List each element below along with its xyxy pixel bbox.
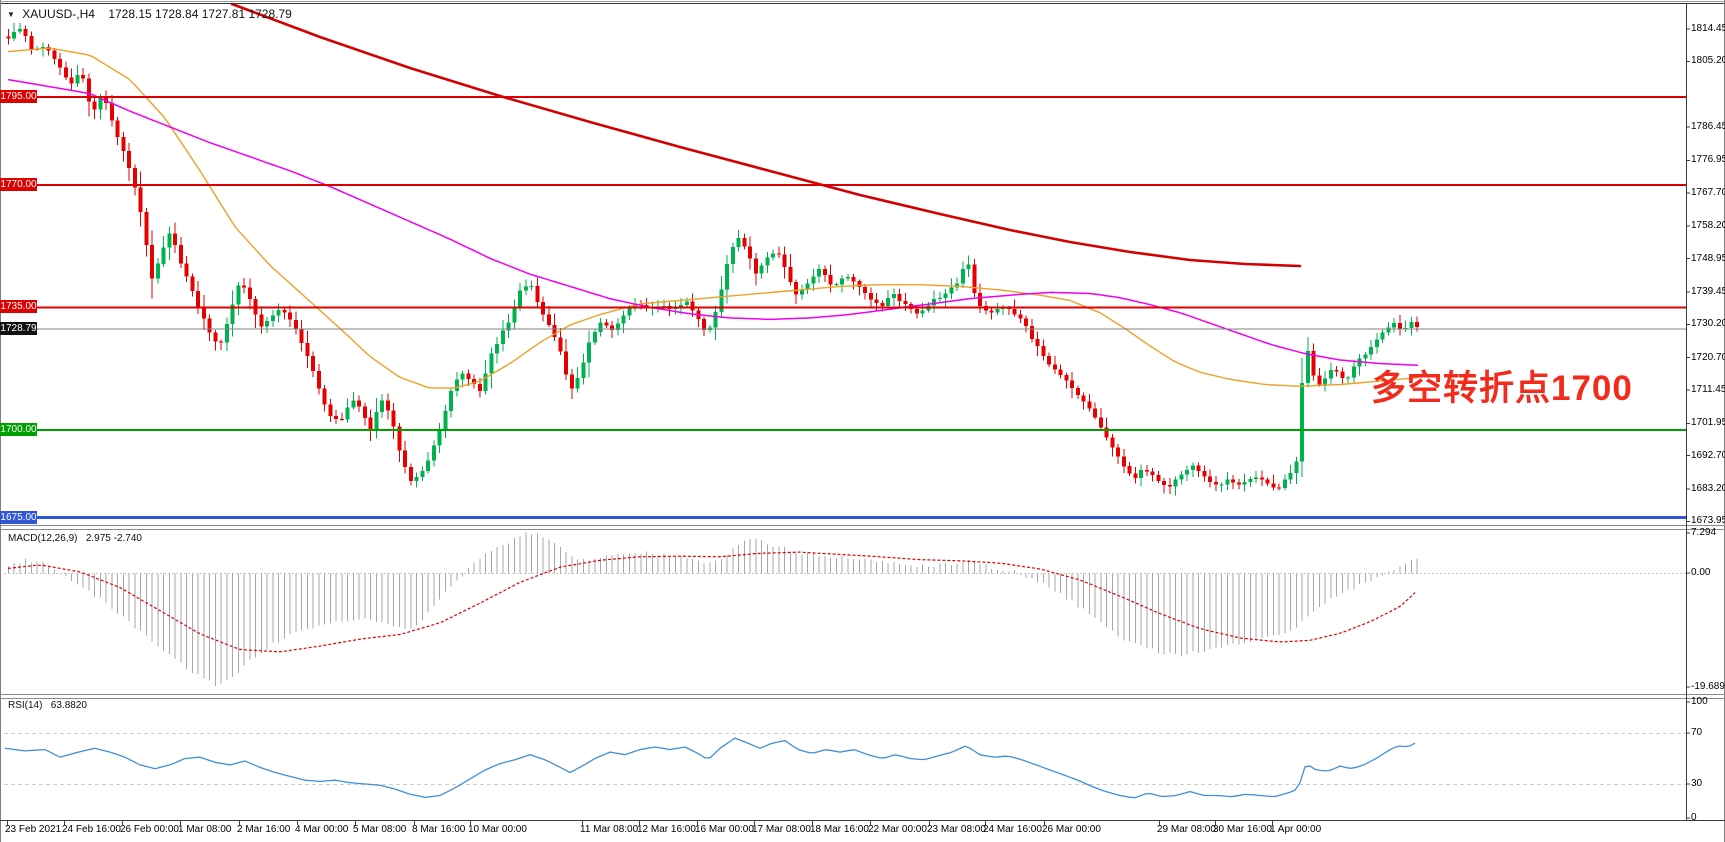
date-label: 12 Mar 16:00: [637, 824, 696, 835]
price-tick-label: 1673.95: [1691, 515, 1725, 526]
candles-layer: [6, 22, 1419, 496]
date-label: 1 Mar 08:00: [178, 824, 232, 835]
rsi-indicator-label: RSI(14) 63.8820: [8, 700, 87, 711]
date-label: 8 Mar 16:00: [412, 824, 466, 835]
rsi-tick-label: 0: [1691, 812, 1697, 823]
price-tick-label: 1786.45: [1691, 121, 1725, 132]
date-label: 11 Mar 08:00: [580, 824, 639, 835]
date-label: 5 Mar 08:00: [353, 824, 407, 835]
price-badge-1700.00: 1700.00: [0, 423, 37, 436]
date-label: 26 Feb 00:00: [120, 824, 179, 835]
price-badge-1675.00: 1675.00: [0, 511, 37, 524]
macd-tick-label: 0.00: [1691, 567, 1711, 578]
chart-title: ▼ XAUUSD-,H4 1728.15 1728.84 1727.81 172…: [7, 7, 292, 21]
price-tick-label: 1683.20: [1691, 483, 1725, 494]
date-label: 22 Mar 00:00: [868, 824, 927, 835]
macd-histogram: [7, 532, 1418, 686]
price-badge-1770.00: 1770.00: [0, 178, 37, 191]
macd-tick-label: 7.294: [1691, 527, 1717, 538]
ohlc-values: 1728.15 1728.84 1727.81 1728.79: [108, 7, 292, 21]
price-tick-label: 1701.95: [1691, 417, 1725, 428]
symbol-period-label: XAUUSD-,H4: [22, 7, 95, 21]
date-label: 24 Feb 16:00: [62, 824, 121, 835]
date-label: 23 Feb 2021: [5, 824, 62, 835]
price-tick-label: 1814.45: [1691, 23, 1725, 34]
trend-line[interactable]: [230, 2, 1302, 268]
rsi-line: [4, 737, 1416, 799]
macd-tick-label: -19.689: [1691, 681, 1725, 692]
price-badge-1735.00: 1735.00: [0, 300, 37, 313]
price-tick-label: 1776.95: [1691, 154, 1725, 165]
date-label: 23 Mar 08:00: [927, 824, 986, 835]
price-tick-label: 1758.20: [1691, 220, 1725, 231]
price-tick-label: 1711.45: [1691, 384, 1725, 395]
date-label: 17 Mar 08:00: [752, 824, 811, 835]
price-tick-label: 1805.20: [1691, 55, 1725, 66]
rsi-tick-label: 100: [1691, 696, 1708, 707]
price-tick-label: 1720.70: [1691, 352, 1725, 363]
price-tick-label: 1767.70: [1691, 187, 1725, 198]
price-tick-label: 1730.20: [1691, 318, 1725, 329]
date-label: 26 Mar 00:00: [1042, 824, 1101, 835]
annotation-text[interactable]: 多空转折点1700: [1371, 369, 1633, 408]
date-label: 16 Mar 00:00: [695, 824, 754, 835]
price-badge-1728.79: 1728.79: [0, 322, 37, 335]
macd-values: 2.975 -2.740: [85, 533, 142, 544]
price-badge-1795.00: 1795.00: [0, 90, 37, 103]
date-label: 1 Apr 00:00: [1270, 824, 1322, 835]
date-label: 2 Mar 16:00: [237, 824, 291, 835]
rsi-tick-label: 30: [1691, 778, 1703, 789]
ma-fast-line[interactable]: [7, 47, 1419, 389]
axis-ticks: [7, 28, 1690, 825]
macd-indicator-label: MACD(12,26,9) 2.975 -2.740: [8, 533, 142, 544]
price-tick-label: 1692.70: [1691, 450, 1725, 461]
symbol-dropdown-icon[interactable]: ▼: [7, 10, 15, 19]
date-label: 18 Mar 16:00: [810, 824, 869, 835]
date-label: 30 Mar 16:00: [1213, 824, 1272, 835]
price-tick-label: 1739.45: [1691, 286, 1725, 297]
date-label: 24 Mar 16:00: [983, 824, 1042, 835]
price-tick-label: 1748.95: [1691, 253, 1725, 264]
date-label: 10 Mar 00:00: [468, 824, 527, 835]
ma-slow-line[interactable]: [7, 78, 1419, 366]
rsi-value: 63.8820: [50, 700, 87, 711]
rsi-tick-label: 70: [1691, 727, 1703, 738]
date-label: 29 Mar 08:00: [1157, 824, 1216, 835]
date-label: 4 Mar 00:00: [295, 824, 349, 835]
